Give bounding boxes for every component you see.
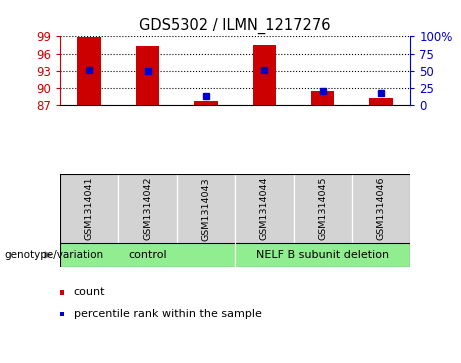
Text: GSM1314042: GSM1314042 [143,177,152,240]
Bar [369,98,393,105]
Bar [294,174,352,243]
Bar [136,46,159,105]
Bar [77,37,101,105]
Bar [235,243,410,267]
Bar [194,101,218,105]
Bar [253,45,276,105]
Title: GDS5302 / ILMN_1217276: GDS5302 / ILMN_1217276 [139,17,331,33]
Text: control: control [128,250,167,260]
Text: GSM1314043: GSM1314043 [201,177,210,241]
Text: GSM1314045: GSM1314045 [318,177,327,240]
Bar [311,91,334,105]
Bar [177,174,235,243]
Bar [60,243,235,267]
Text: GSM1314044: GSM1314044 [260,177,269,240]
Text: GSM1314046: GSM1314046 [377,177,385,240]
Text: NELF B subunit deletion: NELF B subunit deletion [256,250,389,260]
Bar [118,174,177,243]
Text: count: count [74,287,105,297]
Text: genotype/variation: genotype/variation [5,250,104,260]
Text: GSM1314041: GSM1314041 [85,177,94,240]
Bar [60,174,118,243]
Bar [235,174,294,243]
Bar [352,174,410,243]
Text: percentile rank within the sample: percentile rank within the sample [74,309,262,319]
